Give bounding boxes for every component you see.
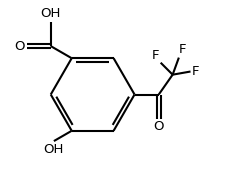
Text: OH: OH <box>44 143 64 156</box>
Text: F: F <box>178 43 186 57</box>
Text: O: O <box>14 40 25 53</box>
Text: OH: OH <box>40 7 61 20</box>
Text: O: O <box>153 120 163 133</box>
Text: F: F <box>191 65 198 78</box>
Text: F: F <box>151 49 159 62</box>
